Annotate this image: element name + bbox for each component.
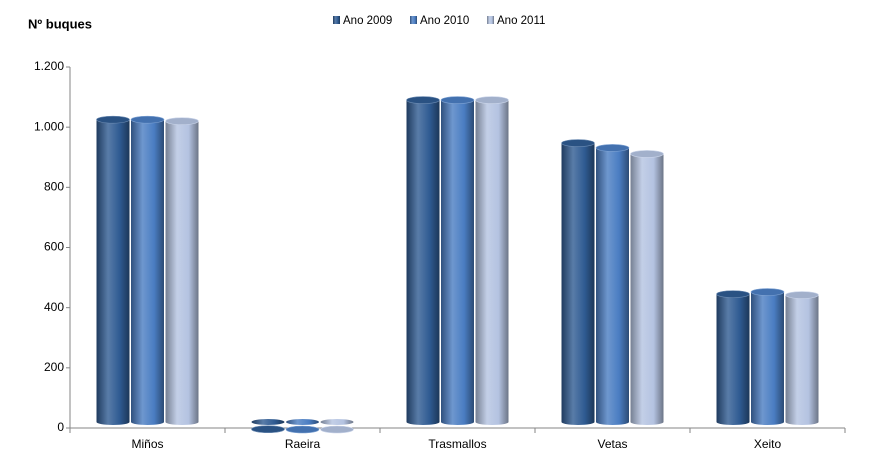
- y-tick-label: 400: [44, 300, 64, 314]
- bar-base: [406, 419, 440, 425]
- bar-base: [561, 419, 595, 425]
- bar-cap: [130, 115, 165, 124]
- x-tick-label: Xeito: [754, 437, 782, 451]
- x-tick-label: Trasmallos: [428, 437, 486, 451]
- bar: [596, 147, 629, 422]
- bar-cap: [750, 288, 785, 296]
- bar-cap: [630, 150, 664, 158]
- bar-base: [475, 419, 509, 425]
- x-tick-label: Miños: [131, 437, 163, 451]
- bar: [561, 143, 595, 423]
- bar-cap: [285, 425, 320, 434]
- bar: [716, 294, 750, 422]
- x-tick-label: Raeira: [285, 437, 321, 451]
- bar-base: [751, 419, 784, 425]
- bar-base: [596, 419, 629, 425]
- bar-base: [630, 419, 664, 425]
- bar-base: [320, 419, 354, 425]
- y-tick-label: 200: [44, 360, 64, 374]
- bar: [96, 119, 130, 422]
- bar-cap: [595, 144, 630, 152]
- legend-label: Ano 2009: [343, 15, 392, 27]
- bar: [630, 153, 664, 422]
- bar: [165, 121, 199, 423]
- bar-base: [286, 419, 319, 425]
- legend-label: Ano 2011: [497, 15, 545, 27]
- bar-cap: [716, 290, 750, 298]
- bar-cap: [320, 425, 354, 434]
- bar-cap: [251, 425, 285, 433]
- bar: [441, 100, 474, 422]
- bar-cap: [96, 115, 130, 124]
- y-tick-label: 0: [57, 420, 64, 434]
- bar-cap: [785, 291, 819, 299]
- bar-cap: [165, 117, 199, 125]
- bar: [751, 292, 784, 422]
- y-tick-label: 1.200: [34, 59, 64, 73]
- bar-cap: [561, 139, 595, 147]
- legend-swatch: [487, 16, 494, 24]
- bar-cap: [440, 96, 475, 104]
- y-tick-label: 800: [44, 180, 64, 194]
- bar: [406, 100, 440, 422]
- legend-swatch: [333, 16, 340, 24]
- y-axis-title: Nº buques: [28, 16, 92, 31]
- bar: [785, 295, 819, 422]
- x-tick-label: Vetas: [597, 437, 627, 451]
- bar-base: [251, 419, 285, 425]
- bar-cap: [475, 96, 509, 104]
- y-tick-label: 600: [44, 240, 64, 254]
- bar-base: [165, 419, 199, 425]
- bar-base: [785, 419, 819, 425]
- bar-base: [131, 419, 164, 425]
- legend-label: Ano 2010: [420, 15, 469, 27]
- y-tick-label: 1.000: [34, 119, 64, 133]
- bar-cap: [406, 96, 440, 104]
- bar-base: [441, 419, 474, 425]
- bar: [475, 100, 509, 422]
- bar-base: [96, 419, 130, 425]
- legend-swatch: [410, 16, 417, 24]
- bar: [131, 119, 164, 422]
- bar-base: [716, 419, 750, 425]
